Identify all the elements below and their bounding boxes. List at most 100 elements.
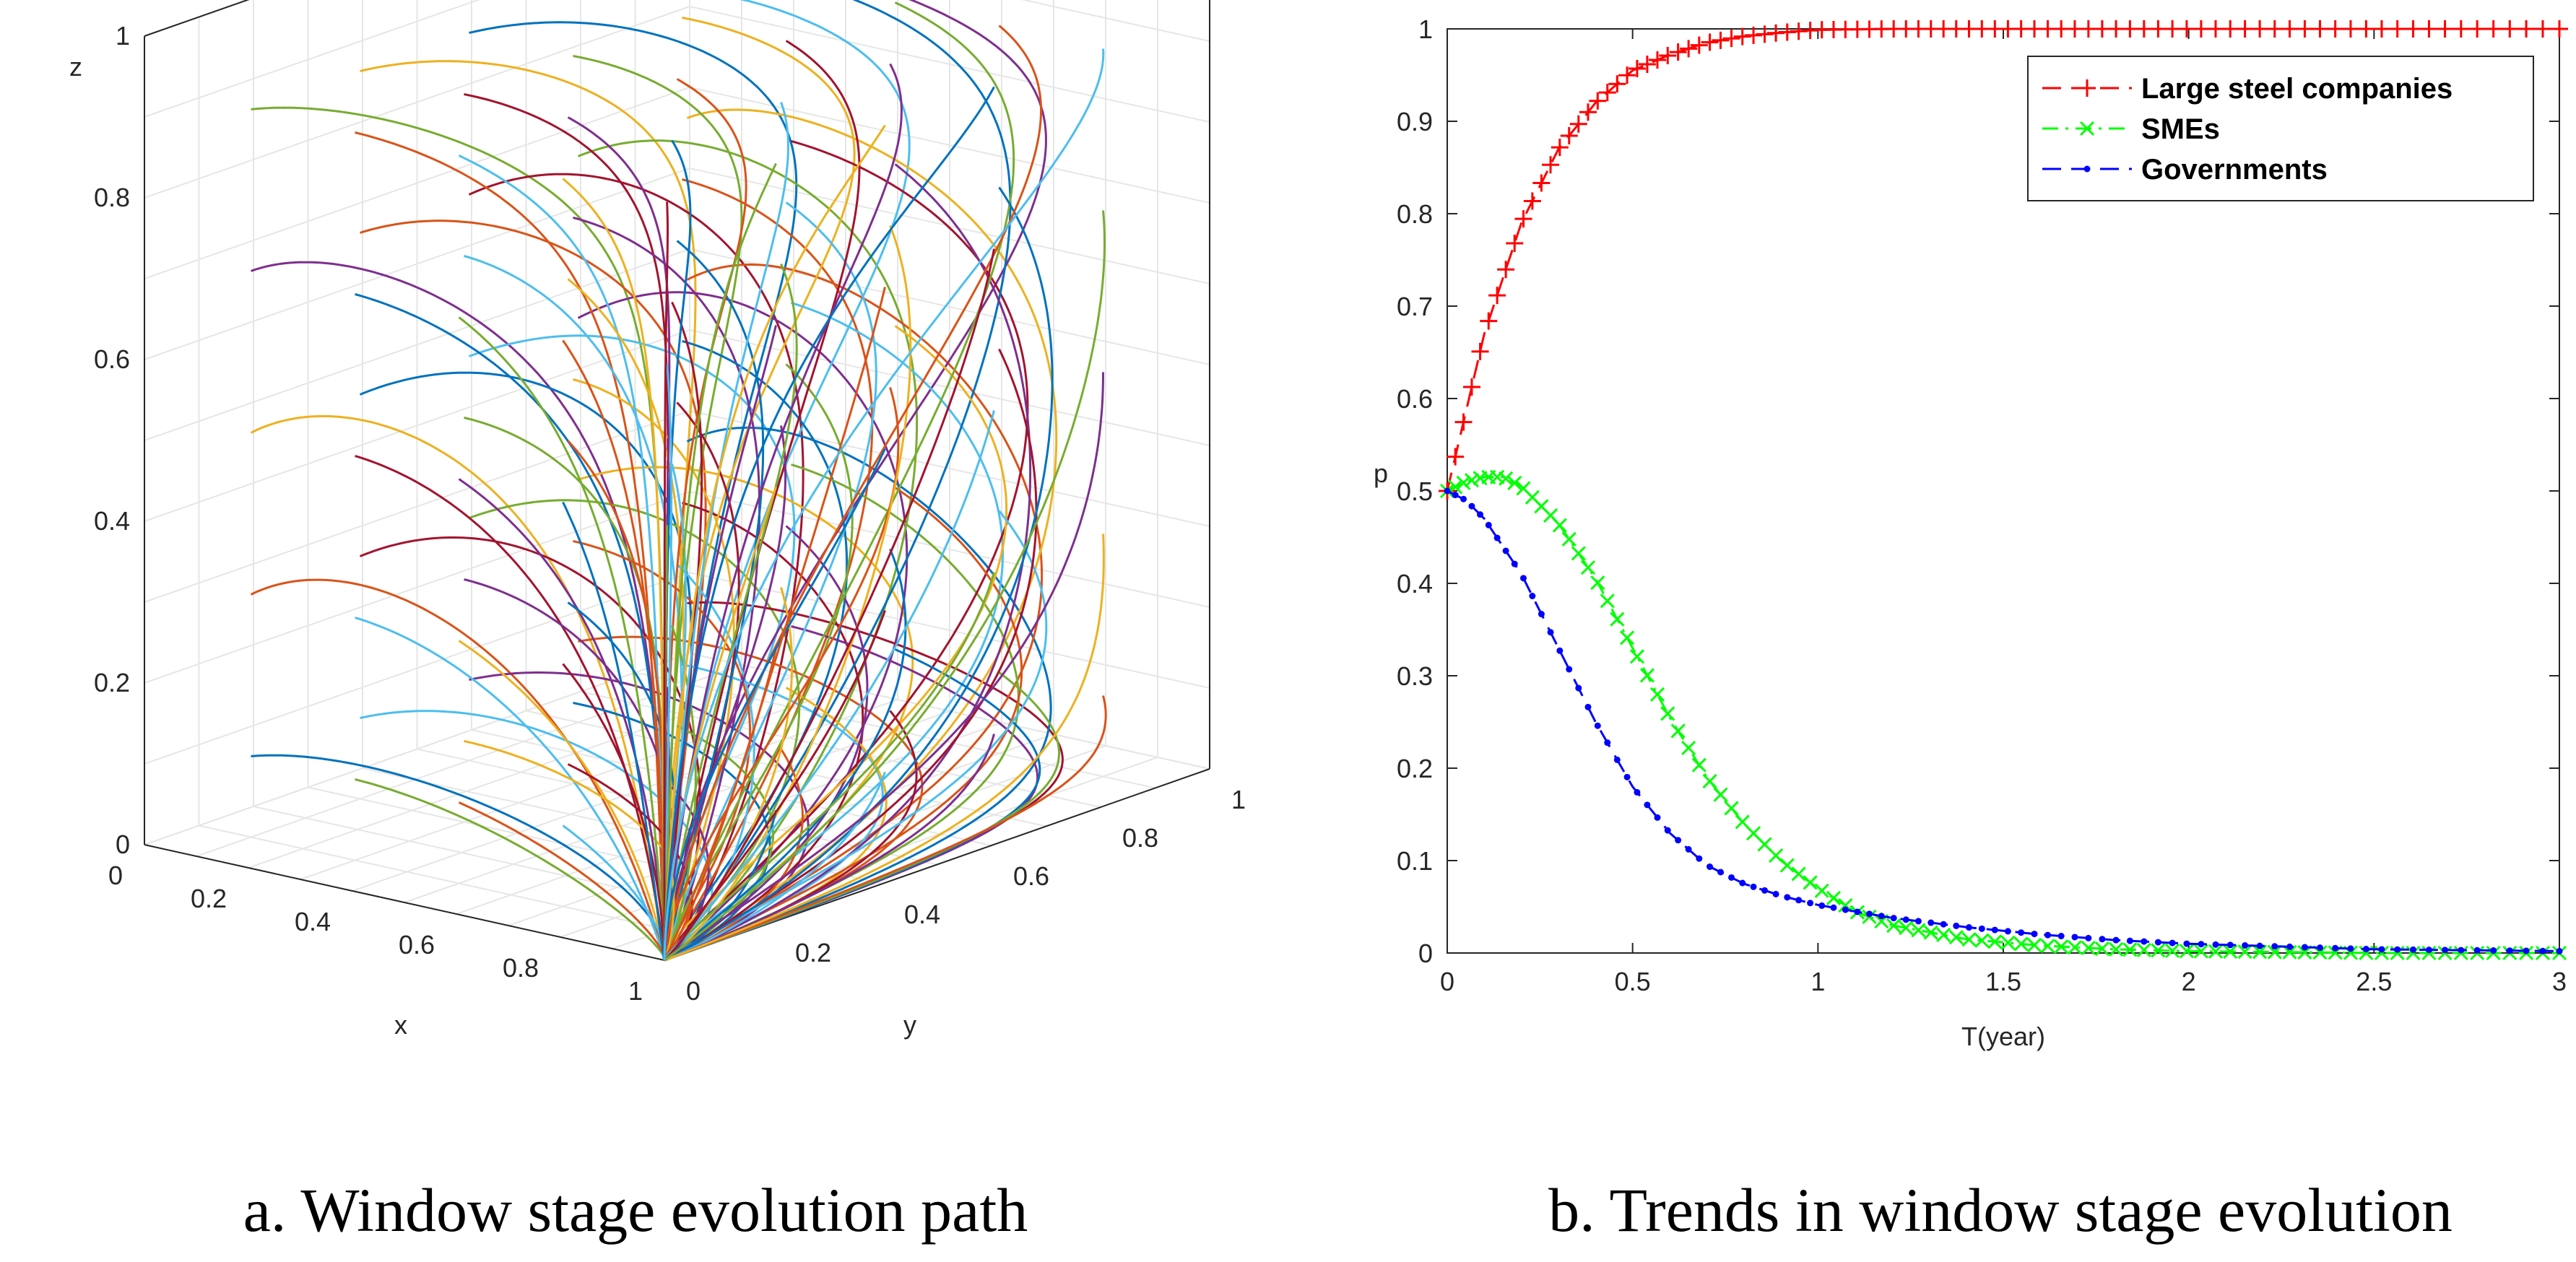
marker-dot [1623,773,1631,780]
z-tick-label: 0.2 [94,668,130,697]
marker-dot [2271,943,2278,950]
marker-dot [1477,511,1484,518]
z-tick-label: 0.8 [94,183,130,212]
marker-x [1516,481,1531,496]
grid-line [144,87,690,279]
grid-line [689,6,1210,123]
marker-x [1464,473,1480,488]
marker-x [2079,121,2095,136]
series-line [1447,476,2559,954]
marker-dot [1991,926,1998,934]
y-tick-label: 0.9 [1397,107,1433,136]
marker-dot [2256,942,2263,949]
marker-dot [1444,487,1451,495]
marker-dot [1584,703,1592,710]
marker-dot [1654,814,1661,821]
marker-dot [1485,521,1492,528]
marker-x [2109,941,2124,957]
y-tick-label: 1 [1231,785,1246,814]
x-tick-label: 0.6 [399,930,435,959]
marker-x [1543,508,1558,523]
marker-dot [2442,946,2449,954]
marker-dot [2378,946,2385,953]
marker-x [2312,945,2328,960]
x-tick-label: 1 [1810,967,1825,996]
marker-x [2136,942,2151,957]
marker-dot [2112,936,2120,944]
legend-label: Governments [2141,154,2328,186]
marker-x [1961,932,1977,947]
marker-dot [1739,879,1746,887]
marker-x [2151,943,2166,958]
x-tick-label: 1.5 [1985,967,2021,996]
marker-dot [1818,902,1826,909]
marker-dot [1547,629,1554,636]
trajectory-line [663,25,1042,961]
marker-dot [1529,593,1536,600]
marker-dot [2044,931,2052,939]
marker-dot [1594,722,1601,729]
marker-dot [2126,937,2133,944]
marker-dot [1538,611,1545,618]
marker-dot [1460,495,1467,502]
y-tick-label: 0.2 [795,938,831,967]
marker-x [2374,945,2390,961]
marker-dot [1890,915,1897,922]
marker-x [1681,740,1696,756]
marker-x [2000,935,2016,950]
marker-x [1448,479,1463,495]
marker-x [1499,471,1514,486]
marker-dot [1978,925,1985,932]
marker-x [2179,944,2194,959]
x-tick-label: 0.8 [503,953,539,983]
marker-x [1987,934,2003,949]
marker-dot [1519,575,1527,582]
grid-line [144,167,690,360]
marker-x [1660,706,1675,721]
marker-x [2267,944,2282,959]
x-tick-label: 2 [2182,967,2196,996]
marker-dot [2316,944,2323,952]
marker-x [2054,939,2069,954]
marker-dot [2506,947,2513,954]
grid-line [689,248,1210,365]
marker-x [2081,941,2096,956]
panel-a-grid [144,0,1210,961]
marker-dot [1761,887,1768,894]
marker-dot [1575,684,1582,692]
y-tick-label: 0.4 [904,900,940,929]
trajectory-line [664,108,1058,962]
marker-x [2252,944,2268,959]
marker-x [1610,612,1625,627]
axis-edge [144,844,665,961]
marker-x [1670,723,1686,739]
marker-x [1456,475,1471,490]
marker-dot [1644,801,1651,809]
panel-b-line-chart: 0 0.5 1 1.5 2 2.5 3 0 0.1 0.2 0.3 0.4 0.5 0.6 0.7 0.8 0.… [1374,14,2568,1051]
marker-x [1629,649,1644,664]
panel-a-zlabel: z [69,52,82,82]
grid-line [689,653,1210,770]
marker-x [1590,575,1605,591]
marker-dot [2154,939,2161,946]
y-tick-label: 0.8 [1397,199,1433,229]
marker-dot [2141,938,2148,945]
marker-dot [2183,940,2190,947]
marker-x [1639,668,1655,683]
series-0 [1439,20,2568,500]
marker-x [1561,531,1577,547]
grid-line [144,6,690,199]
marker-dot [1707,863,1714,871]
x-tick-label: 3 [2552,967,2567,996]
z-tick-label: 0.6 [94,344,130,374]
marker-x [1769,848,1784,863]
series-line [1447,489,2559,952]
marker-dot [1502,547,1509,554]
marker-x [2067,940,2083,955]
trajectory-line [464,93,669,960]
panel-a-3d-chart: 0 0.2 0.4 0.6 0.8 1 0 0.2 0.4 0.6 0.8 1 0 0.2 0.4 0.6 0.… [69,0,1246,1040]
caption-b: b. Trends in window stage evolution [1548,1175,2453,1245]
marker-dot [2071,934,2078,941]
marker-dot [1452,492,1459,499]
